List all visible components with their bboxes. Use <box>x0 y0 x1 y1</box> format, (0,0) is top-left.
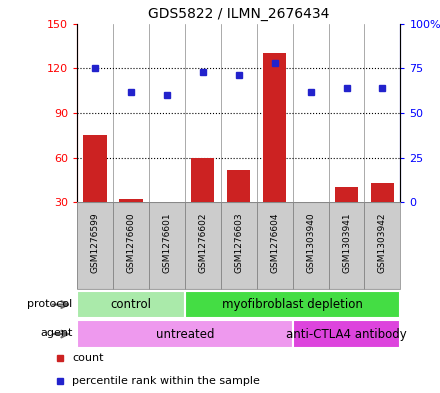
Bar <box>185 291 400 318</box>
Bar <box>364 202 400 289</box>
Text: count: count <box>72 353 104 363</box>
Text: control: control <box>110 298 151 311</box>
Text: GSM1303940: GSM1303940 <box>306 213 315 274</box>
Text: GSM1276601: GSM1276601 <box>162 213 171 274</box>
Bar <box>113 202 149 289</box>
Text: GSM1276600: GSM1276600 <box>126 213 136 274</box>
Bar <box>119 199 143 202</box>
Bar <box>191 158 214 202</box>
Text: GSM1276603: GSM1276603 <box>234 213 243 274</box>
Title: GDS5822 / ILMN_2676434: GDS5822 / ILMN_2676434 <box>148 7 330 21</box>
Bar <box>77 202 113 289</box>
Bar <box>149 202 185 289</box>
Text: anti-CTLA4 antibody: anti-CTLA4 antibody <box>286 327 407 341</box>
Text: myofibroblast depletion: myofibroblast depletion <box>222 298 363 311</box>
Text: GSM1303942: GSM1303942 <box>378 213 387 273</box>
Bar <box>299 202 322 204</box>
Bar <box>185 202 221 289</box>
Bar <box>77 320 293 348</box>
Bar <box>293 320 400 348</box>
Bar <box>293 202 329 289</box>
Text: agent: agent <box>40 328 73 338</box>
Text: percentile rank within the sample: percentile rank within the sample <box>72 376 260 386</box>
Bar <box>227 170 250 202</box>
Text: GSM1276604: GSM1276604 <box>270 213 279 273</box>
Bar <box>83 135 106 202</box>
Text: GSM1276599: GSM1276599 <box>91 213 99 274</box>
Text: protocol: protocol <box>27 299 73 309</box>
Bar <box>221 202 257 289</box>
Bar <box>257 202 293 289</box>
Bar <box>335 187 358 202</box>
Text: GSM1276602: GSM1276602 <box>198 213 207 273</box>
Text: GSM1303941: GSM1303941 <box>342 213 351 274</box>
Bar <box>329 202 364 289</box>
Bar <box>263 53 286 202</box>
Bar <box>77 291 185 318</box>
Text: untreated: untreated <box>156 327 214 341</box>
Bar <box>371 183 394 202</box>
